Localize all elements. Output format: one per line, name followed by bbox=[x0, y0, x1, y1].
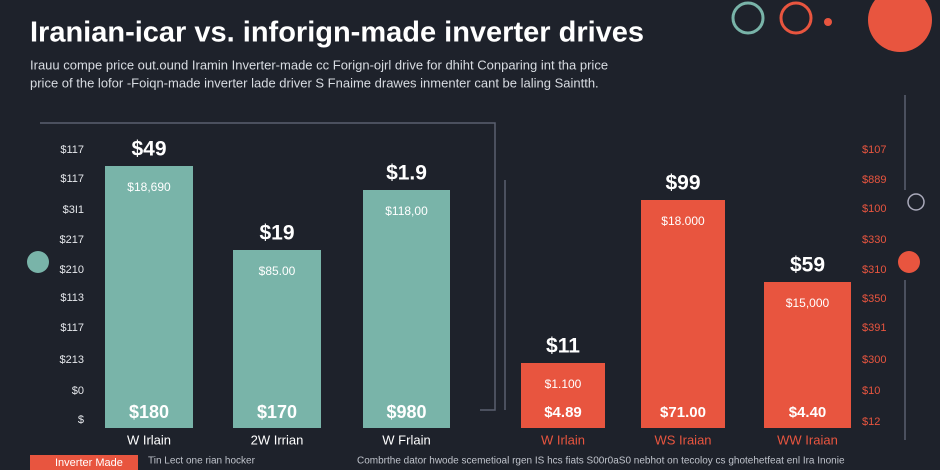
category-label: W Frlain bbox=[382, 432, 430, 447]
icon bbox=[27, 251, 49, 273]
category-label: 2W Irrian bbox=[251, 432, 304, 447]
category-label: WW Iraian bbox=[777, 432, 838, 447]
icon bbox=[898, 251, 920, 273]
bar-mid-label: $18,690 bbox=[127, 180, 171, 194]
footer-badge: Inverter Made bbox=[55, 457, 123, 469]
icon bbox=[907, 193, 925, 211]
right-axis-label: $100 bbox=[862, 203, 886, 215]
left-axis-label: $ bbox=[78, 414, 84, 426]
icon bbox=[824, 18, 832, 26]
left-axis-label: $3I1 bbox=[63, 204, 84, 216]
bar-top-label: $59 bbox=[790, 254, 825, 277]
bar-mid-label: $85.00 bbox=[259, 264, 296, 278]
title: Iranian-icar vs. inforign-made inverter … bbox=[30, 17, 644, 49]
bar-bottom-label: $4.40 bbox=[789, 404, 827, 421]
bar-mid-label: $1.100 bbox=[545, 377, 582, 391]
category-label: W Irlain bbox=[541, 432, 585, 447]
right-axis-label: $330 bbox=[862, 234, 886, 246]
bar-mid-label: $118,00 bbox=[385, 204, 428, 218]
bar-bottom-label: $71.00 bbox=[660, 404, 706, 421]
category-label: W Irlain bbox=[127, 432, 171, 447]
bar-bottom-label: $180 bbox=[129, 402, 169, 422]
bar-top-label: $1.9 bbox=[386, 162, 427, 185]
right-axis-label: $10 bbox=[862, 385, 880, 397]
subtitle: Irauu compe price out.ound Iramin Invert… bbox=[30, 57, 608, 72]
left-axis-label: $213 bbox=[60, 354, 84, 366]
bar bbox=[105, 166, 193, 428]
bar-top-label: $11 bbox=[546, 335, 580, 358]
icon bbox=[779, 1, 813, 35]
bar-top-label: $19 bbox=[259, 222, 294, 245]
badge-bg bbox=[30, 455, 138, 470]
bar bbox=[233, 250, 321, 428]
bar bbox=[764, 282, 851, 428]
left-axis-label: $117 bbox=[60, 322, 84, 334]
bar-top-label: $99 bbox=[665, 172, 700, 195]
bar-top-label: $49 bbox=[131, 138, 166, 161]
footer-note: Tin Lect one rian hocker bbox=[148, 456, 256, 467]
left-axis-label: $117 bbox=[60, 173, 84, 185]
right-axis-label: $889 bbox=[862, 174, 886, 186]
left-axis-label: $117 bbox=[60, 144, 84, 156]
left-axis-label: $210 bbox=[60, 264, 84, 276]
bar-bottom-label: $4.89 bbox=[544, 404, 582, 421]
bar bbox=[363, 190, 450, 428]
bar-mid-label: $18.000 bbox=[661, 214, 705, 228]
right-axis-label: $12 bbox=[862, 416, 880, 428]
frame-lines bbox=[40, 95, 906, 440]
category-label: WS Iraian bbox=[654, 432, 711, 447]
left-axis-label: $0 bbox=[72, 385, 84, 397]
right-axis-label: $107 bbox=[862, 144, 886, 156]
left-axis-label: $113 bbox=[60, 292, 84, 304]
icon bbox=[731, 1, 765, 35]
subtitle: price of the lofor -Foiqn-made inverter … bbox=[30, 75, 599, 90]
bar bbox=[641, 200, 725, 428]
icon bbox=[868, 0, 932, 52]
right-axis-label: $350 bbox=[862, 293, 886, 305]
bar-bottom-label: $170 bbox=[257, 402, 297, 422]
right-axis-label: $310 bbox=[862, 264, 886, 276]
bar-mid-label: $15,000 bbox=[786, 296, 830, 310]
bar-bottom-label: $980 bbox=[386, 402, 426, 422]
right-axis-label: $300 bbox=[862, 354, 886, 366]
bar bbox=[521, 363, 605, 428]
footer-text: Combrthe dator hwode scemetioal rgen IS … bbox=[357, 456, 845, 467]
left-axis-label: $217 bbox=[60, 234, 84, 246]
right-axis-label: $391 bbox=[862, 322, 886, 334]
